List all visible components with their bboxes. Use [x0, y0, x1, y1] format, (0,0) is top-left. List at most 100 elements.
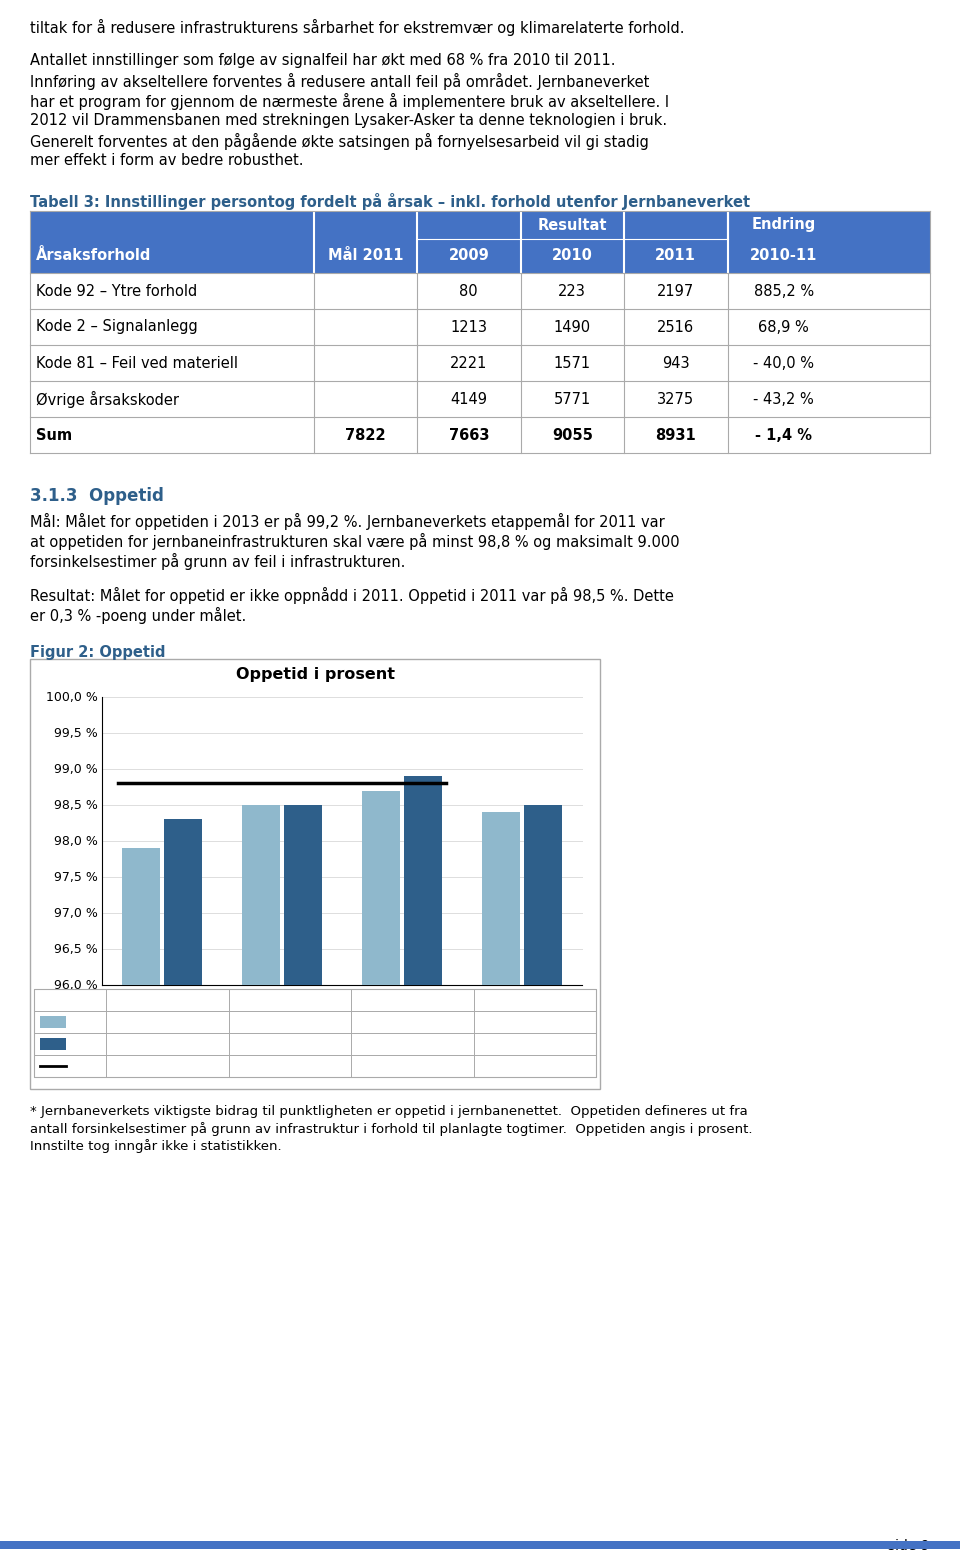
- Text: 8931: 8931: [656, 428, 696, 442]
- Bar: [30, 309, 930, 345]
- Text: 2010-11: 2010-11: [750, 249, 817, 263]
- Text: Generelt forventes at den pågående økte satsingen på fornyelsesarbeid vil gi sta: Generelt forventes at den pågående økte …: [30, 133, 649, 150]
- Text: 98,8 %: 98,8 %: [389, 1059, 435, 1072]
- Text: Resultat: Resultat: [538, 218, 607, 232]
- Text: 2011: 2011: [656, 249, 696, 263]
- Bar: [34, 1011, 596, 1033]
- Text: Mål: Mål: [70, 1059, 93, 1072]
- Text: Øvrige årsakskoder: Øvrige årsakskoder: [36, 390, 179, 407]
- Text: 80: 80: [460, 284, 478, 298]
- Bar: [164, 820, 203, 986]
- Text: 98,4 %: 98,4 %: [512, 1015, 558, 1028]
- Text: 1. tertial: 1. tertial: [139, 993, 196, 1006]
- Text: mer effekt i form av bedre robusthet.: mer effekt i form av bedre robusthet.: [30, 154, 303, 168]
- Text: 97,0 %: 97,0 %: [54, 906, 98, 920]
- Text: 3. tertial: 3. tertial: [384, 993, 441, 1006]
- Text: Mål: Målet for oppetiden i 2013 er på 99,2 %. Jernbaneverkets etappemål for 2011: Mål: Målet for oppetiden i 2013 er på 99…: [30, 512, 664, 530]
- Text: 1. tertial: 1. tertial: [133, 990, 190, 1004]
- Text: 2009: 2009: [448, 249, 490, 263]
- Text: - 43,2 %: - 43,2 %: [754, 392, 814, 406]
- Text: 98,8 %: 98,8 %: [512, 1059, 558, 1072]
- Text: 98,7 %: 98,7 %: [389, 1015, 436, 1028]
- Text: 97,5 %: 97,5 %: [54, 871, 98, 884]
- Text: Mål 2011: Mål 2011: [327, 249, 403, 263]
- Text: 3. tertial: 3. tertial: [373, 990, 430, 1004]
- Text: 2197: 2197: [658, 284, 694, 298]
- Text: forsinkelsestimer på grunn av feil i infrastrukturen.: forsinkelsestimer på grunn av feil i inf…: [30, 553, 405, 570]
- Text: tiltak for å redusere infrastrukturens sårbarhet for ekstremvær og klimarelatert: tiltak for å redusere infrastrukturens s…: [30, 19, 684, 36]
- Bar: [362, 791, 400, 986]
- Bar: [284, 805, 323, 986]
- Bar: [40, 1037, 66, 1050]
- Text: at oppetiden for jernbaneinfrastrukturen skal være på minst 98,8 % og maksimalt : at oppetiden for jernbaneinfrastrukturen…: [30, 533, 680, 550]
- Text: er 0,3 % -poeng under målet.: er 0,3 % -poeng under målet.: [30, 606, 247, 624]
- Text: 2012 vil Drammensbanen med strekningen Lysaker-Asker ta denne teknologien i bruk: 2012 vil Drammensbanen med strekningen L…: [30, 113, 667, 128]
- Bar: [122, 848, 160, 986]
- Bar: [404, 776, 443, 986]
- Text: 100,0 %: 100,0 %: [46, 691, 98, 704]
- Text: antall forsinkelsestimer på grunn av infrastruktur i forhold til planlagte togti: antall forsinkelsestimer på grunn av inf…: [30, 1122, 753, 1136]
- Text: 98,8 %: 98,8 %: [267, 1059, 313, 1072]
- Text: 2221: 2221: [450, 356, 488, 370]
- Bar: [34, 989, 596, 1011]
- Text: Oppetid i prosent: Oppetid i prosent: [235, 668, 395, 682]
- Bar: [34, 989, 596, 1077]
- Bar: [30, 417, 930, 453]
- Text: 9055: 9055: [552, 428, 592, 442]
- Text: 98,5 %: 98,5 %: [267, 1015, 313, 1028]
- Text: 1490: 1490: [554, 320, 590, 334]
- Text: 99,0 %: 99,0 %: [55, 763, 98, 776]
- Text: 98,5 %: 98,5 %: [512, 1037, 558, 1050]
- Text: - 40,0 %: - 40,0 %: [754, 356, 814, 370]
- Text: 2010: 2010: [70, 1015, 104, 1028]
- Text: Tabell 3: Innstillinger persontog fordelt på årsak – inkl. forhold utenfor Jernb: Tabell 3: Innstillinger persontog fordel…: [30, 193, 750, 210]
- Text: 2010: 2010: [552, 249, 592, 263]
- Text: 2. tertial: 2. tertial: [261, 993, 318, 1006]
- Text: 98,3 %: 98,3 %: [144, 1037, 190, 1050]
- Text: 68,9 %: 68,9 %: [758, 320, 809, 334]
- Text: 3275: 3275: [658, 392, 694, 406]
- Bar: [0, 1540, 960, 1550]
- Text: Årsaksforhold: Årsaksforhold: [36, 249, 152, 263]
- Text: 98,9 %: 98,9 %: [389, 1037, 435, 1050]
- Text: 98,0 %: 98,0 %: [54, 835, 98, 848]
- Text: 99,5 %: 99,5 %: [55, 727, 98, 740]
- Text: 223: 223: [559, 284, 587, 298]
- Text: Innføring av akseltellere forventes å redusere antall feil på området. Jernbanev: Innføring av akseltellere forventes å re…: [30, 74, 649, 89]
- Bar: [34, 1055, 596, 1077]
- Text: 1571: 1571: [554, 356, 590, 370]
- Text: har et program for gjennom de nærmeste årene å implementere bruk av akseltellere: har et program for gjennom de nærmeste å…: [30, 92, 669, 110]
- Text: Hele året: Hele året: [492, 990, 553, 1004]
- Text: 885,2 %: 885,2 %: [754, 284, 814, 298]
- Text: 7822: 7822: [345, 428, 386, 442]
- Bar: [524, 805, 563, 986]
- Text: 98,8 %: 98,8 %: [144, 1059, 190, 1072]
- Text: Kode 92 – Ytre forhold: Kode 92 – Ytre forhold: [36, 284, 197, 298]
- Text: 2516: 2516: [658, 320, 694, 334]
- Bar: [482, 812, 520, 986]
- Text: 2. tertial: 2. tertial: [253, 990, 310, 1004]
- Bar: [242, 805, 280, 986]
- Text: Antallet innstillinger som følge av signalfeil har økt med 68 % fra 2010 til 201: Antallet innstillinger som følge av sign…: [30, 53, 615, 67]
- Text: side 9: side 9: [888, 1539, 930, 1553]
- Text: - 1,4 %: - 1,4 %: [756, 428, 812, 442]
- Text: 4149: 4149: [450, 392, 488, 406]
- Text: 5771: 5771: [554, 392, 590, 406]
- Text: 96,5 %: 96,5 %: [55, 942, 98, 956]
- Bar: [40, 1015, 66, 1028]
- Bar: [30, 381, 930, 417]
- Text: Innstilte tog inngår ikke i statistikken.: Innstilte tog inngår ikke i statistikken…: [30, 1139, 281, 1153]
- Bar: [34, 1033, 596, 1055]
- Bar: [30, 273, 930, 309]
- Bar: [30, 660, 600, 1089]
- Bar: [30, 345, 930, 381]
- Text: Endring: Endring: [752, 218, 816, 232]
- Text: 7663: 7663: [448, 428, 489, 442]
- Text: Kode 2 – Signalanlegg: Kode 2 – Signalanlegg: [36, 320, 198, 334]
- Text: 2011: 2011: [70, 1037, 104, 1050]
- Text: Kode 81 – Feil ved materiell: Kode 81 – Feil ved materiell: [36, 356, 238, 370]
- Bar: [30, 240, 930, 273]
- Bar: [30, 212, 930, 240]
- Text: 98,5 %: 98,5 %: [54, 799, 98, 812]
- Text: 3.1.3  Oppetid: 3.1.3 Oppetid: [30, 487, 164, 505]
